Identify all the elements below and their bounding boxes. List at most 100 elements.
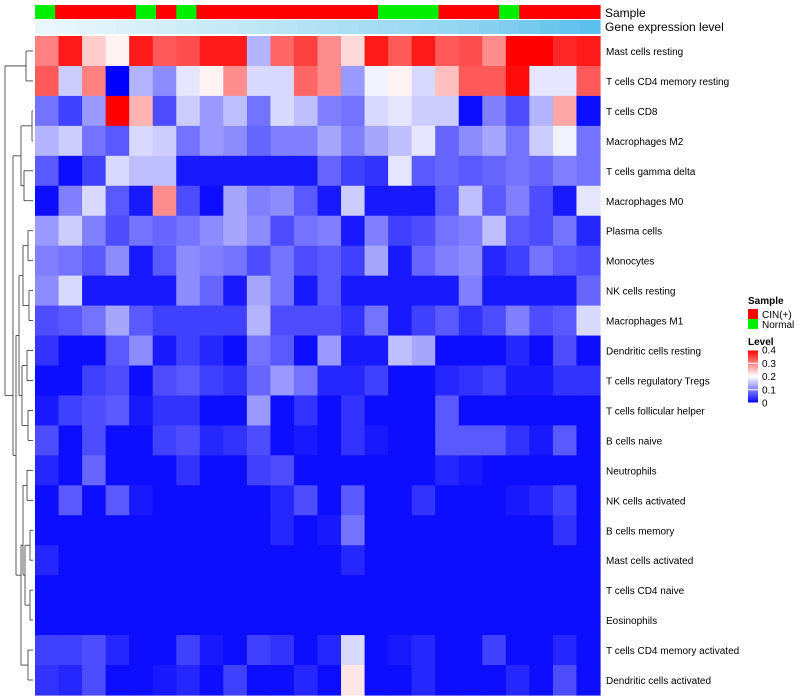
heatmap-cell bbox=[552, 635, 578, 666]
heatmap-cell bbox=[364, 365, 389, 397]
heatmap-cell bbox=[576, 185, 601, 217]
heatmap-cell bbox=[458, 125, 483, 157]
heatmap-cell bbox=[105, 455, 130, 486]
legend-swatch-cin bbox=[748, 309, 758, 319]
heatmap-cell bbox=[505, 575, 530, 606]
heatmap-cell bbox=[176, 605, 201, 636]
sample-legend-title: Sample bbox=[748, 296, 784, 307]
heatmap-cell bbox=[435, 245, 460, 277]
heatmap-cell bbox=[129, 575, 154, 606]
heatmap-cell bbox=[435, 305, 460, 337]
heatmap-cell bbox=[529, 335, 554, 367]
heatmap-cell bbox=[482, 245, 507, 277]
heatmap-cell bbox=[341, 665, 366, 696]
sample-cell bbox=[539, 5, 561, 19]
heatmap-cell bbox=[505, 36, 530, 67]
heatmap-cell bbox=[82, 185, 107, 217]
heatmap-cell bbox=[529, 215, 554, 247]
heatmap-cell bbox=[364, 665, 389, 696]
heatmap-cell bbox=[152, 125, 177, 157]
heatmap-cell bbox=[317, 635, 342, 666]
heatmap-cell bbox=[35, 185, 60, 217]
heatmap-cell bbox=[223, 365, 248, 397]
heatmap-cell bbox=[58, 245, 83, 277]
expression-cell bbox=[95, 20, 117, 34]
heatmap-cell bbox=[482, 515, 507, 546]
heatmap-cell bbox=[482, 275, 507, 307]
heatmap-cell bbox=[364, 335, 389, 367]
heatmap-cell bbox=[505, 365, 530, 397]
heatmap-cell bbox=[364, 455, 389, 486]
heatmap-cell bbox=[529, 605, 554, 636]
heatmap-cell bbox=[270, 455, 295, 486]
heatmap-cell bbox=[152, 275, 177, 307]
heatmap-cell bbox=[223, 605, 248, 636]
heatmap-cell bbox=[246, 635, 272, 666]
heatmap-cell bbox=[411, 455, 436, 486]
heatmap-cell bbox=[411, 365, 436, 397]
heatmap-cell bbox=[105, 185, 130, 217]
heatmap-cell bbox=[82, 95, 107, 127]
heatmap-cell bbox=[505, 545, 530, 576]
expression-cell bbox=[297, 20, 319, 34]
heatmap-cell bbox=[176, 65, 201, 97]
heatmap-cell bbox=[364, 395, 389, 426]
heatmap-cell bbox=[576, 545, 601, 576]
heatmap-cell bbox=[435, 36, 460, 67]
expression-cell bbox=[559, 20, 581, 34]
heatmap-cell bbox=[152, 485, 177, 516]
heatmap-cell bbox=[223, 425, 248, 456]
expression-cell bbox=[438, 20, 460, 34]
heatmap-cell bbox=[223, 515, 248, 546]
heatmap-cell bbox=[552, 335, 578, 367]
heatmap-cell bbox=[129, 335, 154, 367]
heatmap-cell bbox=[58, 125, 83, 157]
level-ticks: 0.4 0.3 0.2 0.1 0 bbox=[748, 346, 776, 410]
heatmap-cell bbox=[105, 95, 130, 127]
heatmap-cell bbox=[341, 125, 366, 157]
heatmap-cell bbox=[152, 425, 177, 456]
sample-cell bbox=[216, 5, 238, 19]
expression-cell bbox=[256, 20, 278, 34]
heatmap-cell bbox=[270, 245, 295, 277]
heatmap-cell bbox=[105, 575, 130, 606]
heatmap-cell bbox=[552, 95, 578, 127]
heatmap-cell bbox=[435, 335, 460, 367]
heatmap-cell bbox=[317, 605, 342, 636]
heatmap-cell bbox=[505, 245, 530, 277]
heatmap-cell bbox=[82, 425, 107, 456]
heatmap-cell bbox=[388, 95, 413, 127]
heatmap-cell bbox=[458, 215, 483, 247]
heatmap-cell bbox=[152, 36, 177, 67]
heatmap-cell bbox=[223, 635, 248, 666]
heatmap-cell bbox=[364, 155, 389, 187]
heatmap-cell bbox=[105, 245, 130, 277]
heatmap-cell bbox=[458, 665, 483, 696]
heatmap-cell bbox=[293, 605, 319, 636]
legend-label-cin: CIN(+) bbox=[762, 310, 792, 321]
heatmap-cell bbox=[411, 635, 436, 666]
heatmap-cell bbox=[505, 65, 530, 97]
heatmap-cell bbox=[270, 545, 295, 576]
heatmap-cell bbox=[482, 155, 507, 187]
heatmap-cell bbox=[58, 665, 83, 696]
heatmap-cell bbox=[576, 605, 601, 636]
heatmap-cell bbox=[505, 425, 530, 456]
heatmap-cell bbox=[223, 125, 248, 157]
heatmap-cell bbox=[129, 605, 154, 636]
heatmap-cell bbox=[199, 605, 224, 636]
heatmap-cell bbox=[176, 365, 201, 397]
heatmap-cell bbox=[529, 665, 554, 696]
expression-cell bbox=[378, 20, 399, 34]
heatmap-cell bbox=[458, 485, 483, 516]
heatmap-cell bbox=[293, 515, 319, 546]
heatmap-cell bbox=[341, 305, 366, 337]
heatmap-cell bbox=[223, 245, 248, 277]
heatmap-cell bbox=[129, 95, 154, 127]
heatmap-cell bbox=[529, 155, 554, 187]
heatmap-cell bbox=[82, 665, 107, 696]
heatmap-cell bbox=[152, 575, 177, 606]
heatmap-cell bbox=[58, 155, 83, 187]
heatmap-cell bbox=[35, 575, 60, 606]
heatmap-cell bbox=[388, 305, 413, 337]
